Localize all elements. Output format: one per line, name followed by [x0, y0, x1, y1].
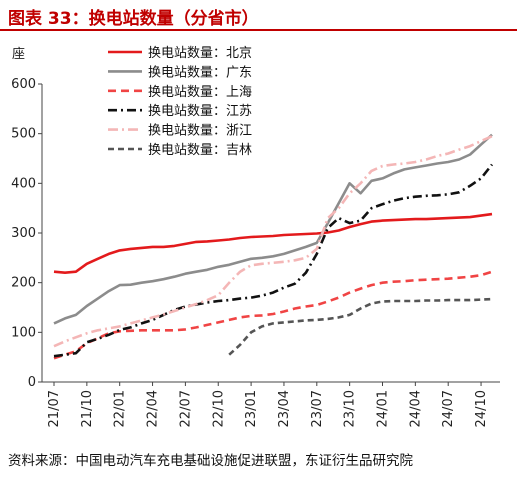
y-tick-label: 400: [11, 176, 36, 191]
series-line-3: [53, 163, 494, 358]
axes: 0 100 200 300 400 500 600 21/07 21/10 22/01 22/04 2…: [11, 77, 500, 427]
source-note: 资料来源：中国电动汽车充电基础设施促进联盟，东证衍生品研究院: [8, 453, 413, 469]
legend-label-5: 换电站数量：吉林: [148, 143, 252, 158]
y-tick-label: 0: [28, 375, 36, 390]
y-axis-unit-label: 座: [12, 47, 25, 62]
y-tick-label: 300: [11, 226, 36, 241]
x-tick-label: 23/04: [277, 390, 292, 427]
x-tick-label: 22/04: [146, 390, 161, 427]
x-tick-label: 24/10: [474, 390, 489, 427]
x-tick-label: 24/04: [408, 390, 423, 427]
series-line-0: [53, 212, 493, 274]
title-rule: [0, 29, 517, 31]
legend-label-0: 换电站数量：北京: [148, 46, 252, 61]
chart-title: 图表 33：换电站数量（分省市）: [8, 9, 259, 29]
legend: 换电站数量：北京换电站数量：广东换电站数量：上海换电站数量：江苏换电站数量：浙江…: [108, 46, 252, 158]
legend-label-4: 换电站数量：浙江: [148, 124, 252, 139]
x-tick-label: 24/01: [376, 390, 391, 427]
x-tick-label: 23/07: [310, 390, 325, 427]
x-tick-label: 21/07: [47, 390, 62, 427]
series-line-1: [53, 133, 493, 325]
x-tick-label: 22/01: [113, 390, 128, 427]
x-tick-label: 24/07: [441, 390, 456, 427]
line-chart: 座 0 100 200 300 400 500 600 21/07 21/10 22/01 22/0…: [11, 46, 500, 427]
legend-label-3: 换电站数量：江苏: [148, 103, 252, 119]
series-layer: [53, 133, 494, 360]
y-tick-label: 100: [11, 325, 36, 340]
y-tick-label: 600: [11, 77, 36, 92]
x-tick-label: 23/10: [343, 390, 358, 427]
series-line-2: [53, 270, 493, 360]
series-line-5: [228, 297, 493, 356]
x-tick-label: 23/01: [244, 390, 259, 427]
legend-label-1: 换电站数量：广东: [148, 65, 252, 80]
legend-label-2: 换电站数量：上海: [148, 85, 252, 100]
y-tick-label: 500: [11, 127, 36, 142]
x-tick-label: 22/07: [178, 390, 193, 427]
y-tick-label: 200: [11, 276, 36, 291]
x-tick-label: 21/10: [80, 390, 95, 427]
x-tick-label: 22/10: [211, 390, 226, 427]
